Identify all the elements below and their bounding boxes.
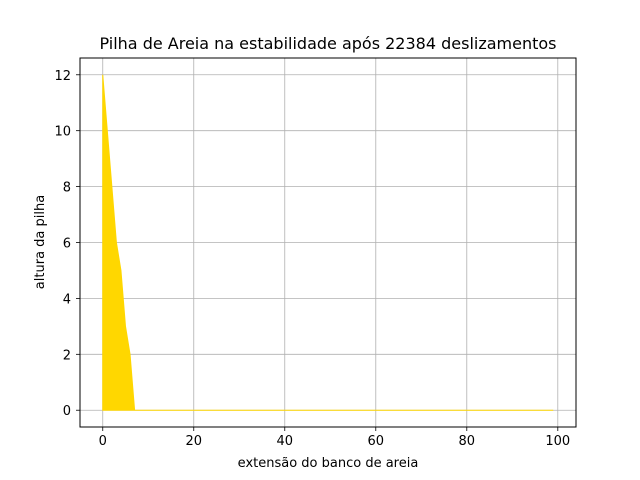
- x-tick-label: 100: [545, 434, 570, 449]
- x-axis-label: extensão do banco de areia: [238, 456, 419, 471]
- y-axis-ticks: 0 2 4 6 8 10 12: [54, 69, 80, 419]
- x-tick-label: 0: [99, 434, 107, 449]
- grid: [80, 58, 576, 427]
- sand-pile-area: [102, 74, 554, 411]
- y-tick-label: 0: [63, 404, 71, 419]
- y-tick-label: 6: [63, 237, 71, 252]
- x-axis-ticks: 0 20 40 60 80 100: [99, 427, 570, 449]
- y-tick-label: 12: [54, 69, 71, 84]
- y-tick-label: 2: [63, 348, 71, 363]
- y-tick-label: 8: [63, 181, 71, 196]
- x-tick-label: 20: [185, 434, 202, 449]
- x-tick-label: 60: [368, 434, 385, 449]
- y-axis-label: altura da pilha: [33, 195, 48, 289]
- x-tick-label: 40: [276, 434, 293, 449]
- y-tick-label: 10: [54, 125, 71, 140]
- y-tick-label: 4: [63, 292, 71, 307]
- chart-title: Pilha de Areia na estabilidade após 2238…: [99, 34, 556, 53]
- x-tick-label: 80: [459, 434, 476, 449]
